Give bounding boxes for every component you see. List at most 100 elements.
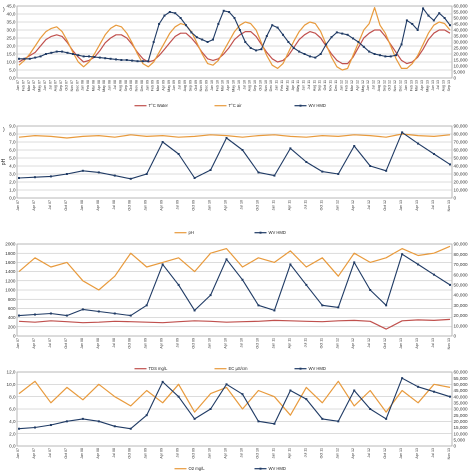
y-tick-label: 800 bbox=[8, 297, 16, 302]
y2-tick-label: 90,000 bbox=[454, 242, 468, 247]
data-point bbox=[129, 177, 132, 180]
x-tick-label: May 12 bbox=[361, 80, 365, 92]
x-tick-label: Apr 09 bbox=[161, 80, 165, 91]
data-point bbox=[271, 24, 274, 27]
x-tick-label: Jul 09 bbox=[176, 338, 180, 348]
data-point bbox=[385, 417, 388, 420]
data-point bbox=[131, 59, 134, 62]
x-tick-label: Jul 13 bbox=[436, 80, 440, 90]
x-tick-label: Jul 12 bbox=[372, 80, 376, 90]
x-tick-label: Sep 08 bbox=[124, 80, 128, 91]
data-point bbox=[33, 176, 36, 179]
legend-marker bbox=[299, 367, 302, 370]
data-point bbox=[346, 33, 349, 36]
x-tick-label: Oct 10 bbox=[255, 448, 259, 459]
x-tick-label: Jul 11 bbox=[307, 80, 311, 89]
series-line-wv-hmd bbox=[18, 377, 451, 430]
data-point bbox=[152, 41, 155, 43]
data-point bbox=[273, 174, 276, 177]
x-tick-label: May 07 bbox=[38, 80, 42, 92]
y2-tick-label: 0 bbox=[454, 76, 457, 81]
data-point bbox=[305, 161, 308, 163]
x-tick-label: Apr 13 bbox=[415, 448, 419, 459]
data-point bbox=[308, 55, 311, 58]
x-tick-label: Jan 10 bbox=[208, 200, 212, 211]
data-point bbox=[217, 23, 220, 25]
data-point bbox=[161, 263, 164, 266]
data-point bbox=[417, 142, 420, 145]
x-tick-label: Oct 07 bbox=[64, 448, 68, 459]
y-axis-label: pH bbox=[1, 158, 7, 165]
data-point bbox=[49, 424, 52, 427]
data-point bbox=[129, 427, 132, 430]
x-tick-label: Apr 13 bbox=[415, 338, 419, 349]
data-point bbox=[158, 23, 161, 25]
chart-panel-3: 0 200 400 600 800 1000 1200 1400 1600 1800 2000 0 10… bbox=[5, 242, 468, 371]
y2-tick-label: 10,000 bbox=[454, 64, 468, 69]
x-tick-label: Jan 13 bbox=[399, 200, 403, 211]
data-point bbox=[61, 50, 64, 53]
legend-label: WV HMD bbox=[309, 103, 326, 108]
x-tick-label: Feb 11 bbox=[280, 80, 284, 91]
x-tick-label: Feb 13 bbox=[409, 80, 413, 91]
y-tick-label: 15,0 bbox=[7, 52, 16, 57]
x-tick-label: Oct 11 bbox=[319, 200, 323, 210]
x-tick-label: Jul 13 bbox=[431, 200, 435, 210]
x-tick-label: Jan 13 bbox=[404, 80, 408, 91]
x-tick-label: Jan 12 bbox=[339, 80, 343, 91]
data-point bbox=[114, 58, 117, 61]
data-point bbox=[389, 55, 392, 58]
y-tick-label: 4,0 bbox=[9, 164, 16, 169]
data-point bbox=[341, 32, 344, 35]
x-tick-label: Oct 09 bbox=[192, 200, 196, 211]
data-point bbox=[257, 420, 260, 423]
x-tick-label: Jul 10 bbox=[239, 200, 243, 210]
data-point bbox=[179, 17, 182, 19]
x-tick-label: Oct 09 bbox=[192, 338, 196, 349]
data-point bbox=[49, 312, 52, 315]
chart-panel-4: 0,0 2,0 4,0 6,0 8,0 10,0 12,0 0 5,00010,00015,00… bbox=[7, 370, 468, 471]
x-tick-label: Jul 09 bbox=[176, 448, 180, 458]
data-point bbox=[225, 383, 228, 386]
data-point bbox=[422, 7, 425, 10]
data-point bbox=[303, 53, 306, 55]
legend-label: WV HMD bbox=[269, 466, 286, 471]
data-point bbox=[405, 19, 408, 22]
y-tick-label: 10,0 bbox=[7, 382, 16, 387]
data-point bbox=[125, 59, 128, 61]
data-point bbox=[209, 169, 212, 171]
y2-tick-label: 55,000 bbox=[454, 376, 468, 381]
y2-tick-label: 0 bbox=[454, 334, 457, 339]
panel-marker: ) bbox=[3, 127, 5, 133]
legend-marker bbox=[299, 104, 302, 107]
data-point bbox=[141, 60, 144, 63]
data-point bbox=[97, 310, 100, 313]
data-point bbox=[18, 57, 20, 60]
data-point bbox=[168, 11, 171, 13]
data-point bbox=[330, 36, 333, 39]
x-tick-label: May 09 bbox=[167, 80, 171, 92]
data-point bbox=[82, 55, 85, 58]
x-tick-label: Feb 12 bbox=[345, 80, 349, 91]
x-tick-label: Nov 11 bbox=[328, 80, 332, 91]
y2-tick-label: 20,000 bbox=[454, 313, 468, 318]
data-point bbox=[449, 24, 451, 27]
x-tick-label: Apr 09 bbox=[160, 200, 164, 211]
y-tick-label: 1600 bbox=[5, 260, 16, 265]
y-tick-label: 45,0 bbox=[7, 4, 16, 9]
data-point bbox=[77, 54, 80, 57]
x-tick-label: Apr 11 bbox=[287, 338, 291, 348]
data-point bbox=[97, 171, 100, 174]
y-tick-label: 9,0 bbox=[9, 124, 16, 129]
x-tick-label: Jan 11 bbox=[271, 200, 275, 211]
x-tick-label: Apr 10 bbox=[224, 200, 228, 211]
data-point bbox=[433, 390, 436, 393]
series-line-tds-mg-l bbox=[18, 318, 451, 330]
x-tick-label: Nov 13 bbox=[447, 200, 451, 211]
y-tick-label: 1800 bbox=[5, 251, 16, 256]
data-point bbox=[289, 389, 292, 392]
x-tick-label: Jan 07 bbox=[16, 80, 20, 91]
y2-tick-label: 40,000 bbox=[454, 164, 468, 169]
data-point bbox=[81, 417, 84, 420]
x-tick-label: Sep 12 bbox=[382, 80, 386, 91]
